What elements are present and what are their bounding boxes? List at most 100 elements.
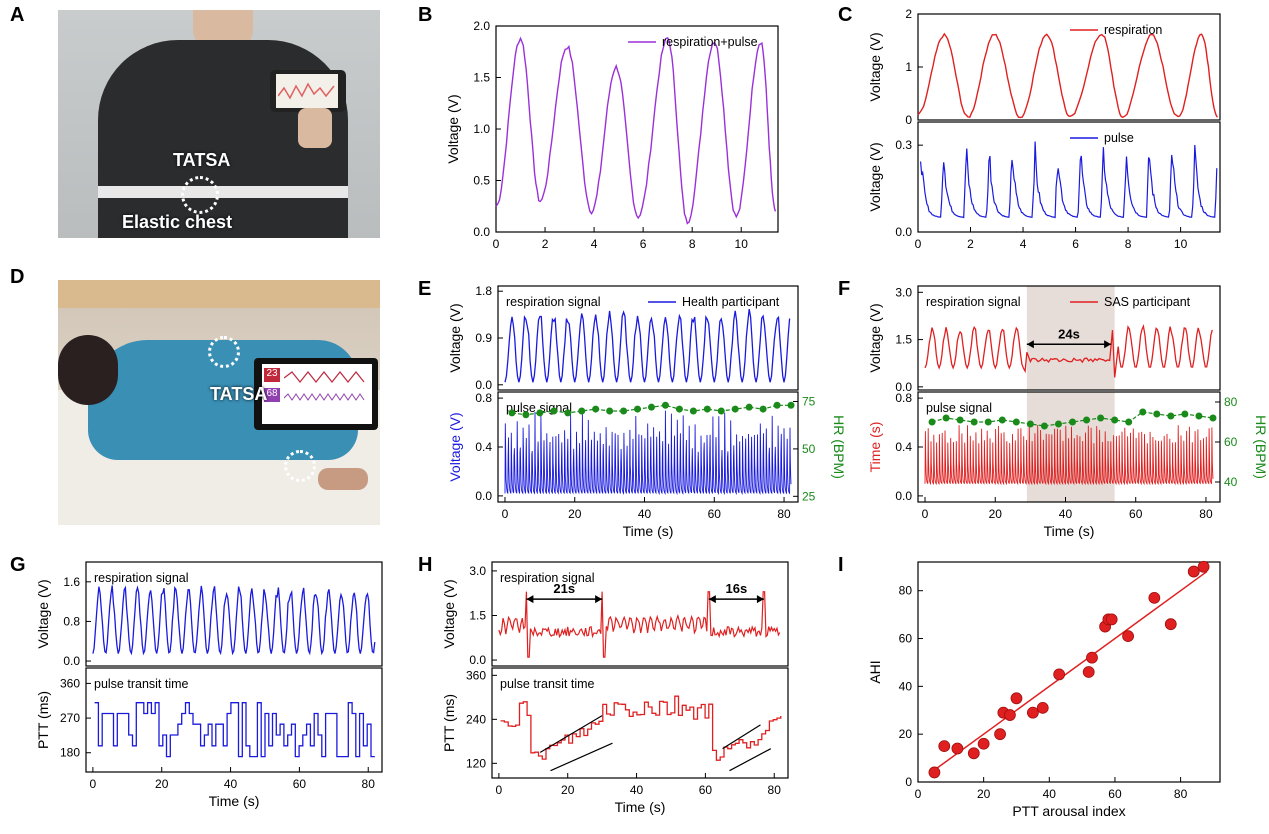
hr-point — [1111, 416, 1119, 424]
annotation: respiration signal — [500, 571, 595, 585]
hr-point — [956, 416, 964, 424]
x-tick-label: 60 — [293, 777, 307, 791]
series-line — [504, 410, 792, 496]
y2-tick-label: 60 — [1224, 435, 1238, 449]
scatter-point — [1053, 668, 1066, 681]
annotation: respiration signal — [94, 571, 189, 585]
x-tick-label: 20 — [561, 783, 575, 797]
x-tick-label: 2 — [542, 237, 549, 251]
y-tick-label: 20 — [899, 727, 913, 741]
panel-label-f: F — [838, 278, 851, 300]
scatter-point — [1187, 565, 1200, 578]
plot-frame — [917, 121, 1221, 233]
x-tick-label: 60 — [708, 507, 722, 521]
x-tick-label: 0 — [915, 787, 922, 801]
y-tick-label: 0 — [905, 113, 912, 127]
x-tick-label: 80 — [777, 507, 791, 521]
participant-head — [58, 335, 118, 405]
y-tick-label: 1.5 — [895, 333, 912, 347]
scatter-point — [938, 740, 951, 753]
series-line — [500, 695, 782, 761]
hr-point — [1097, 414, 1105, 422]
hr-point — [998, 416, 1006, 424]
annotation: pulse transit time — [94, 677, 189, 691]
y-tick-label: 0.3 — [895, 138, 912, 152]
series-line — [94, 702, 375, 758]
device-label: TATSA — [173, 150, 231, 170]
y-tick-label: 40 — [899, 679, 913, 693]
hr-point — [928, 418, 936, 426]
x-tick-label: 20 — [977, 787, 991, 801]
series-line — [917, 32, 1219, 119]
chart-B: 0.0 0.5 1.0 1.5 2.0 0 2 4 6 8 10 Voltage (V) respira… — [445, 19, 779, 251]
y-tick-label: 0.0 — [475, 378, 492, 392]
hr-point — [1083, 416, 1091, 424]
x-tick-label: 40 — [638, 507, 652, 521]
x-tick-label: 0 — [922, 507, 929, 521]
chest-device-circle — [208, 336, 240, 368]
phone — [270, 70, 346, 112]
y-tick-label: 60 — [899, 632, 913, 646]
annotation: respiration signal — [506, 295, 601, 309]
apnea-shade — [1026, 286, 1115, 390]
scatter-point — [1026, 706, 1039, 719]
y-tick-label: 240 — [466, 712, 486, 726]
hr-point — [1069, 418, 1077, 426]
chart-C1: 0 1 2 Voltage (V) respiration — [867, 7, 1221, 127]
x-tick-label: 0 — [502, 507, 509, 521]
y-axis-label: PTT (ms) — [441, 694, 457, 752]
hr-point — [970, 418, 978, 426]
scatter-point — [1105, 613, 1118, 626]
legend-label: SAS participant — [1104, 295, 1191, 309]
y-tick-label: 2 — [905, 7, 912, 21]
hr-point — [647, 403, 655, 411]
panel-label-a: A — [10, 4, 25, 26]
hr-point — [717, 407, 725, 415]
y-tick-label: 0.8 — [475, 391, 492, 405]
x-axis-label: PTT arousal index — [1012, 803, 1125, 819]
y2-tick-label: 75 — [802, 394, 816, 408]
annotation: pulse signal — [926, 401, 992, 415]
y-tick-label: 0.8 — [63, 614, 80, 628]
y2-tick-label: 25 — [802, 489, 816, 503]
y-tick-label: 360 — [466, 668, 486, 682]
hr-point — [1153, 410, 1161, 418]
x-tick-label: 20 — [155, 777, 169, 791]
hr-point — [942, 414, 950, 422]
hr-point — [536, 409, 544, 417]
y-tick-label: 1.5 — [469, 608, 486, 622]
x-tick-label: 80 — [1199, 507, 1213, 521]
x-tick-label: 80 — [362, 777, 376, 791]
scatter-point — [928, 766, 941, 779]
chart-H1: 0.0 1.5 3.0 Voltage (V) respiration signal21… — [441, 561, 789, 667]
hr-point — [508, 409, 516, 417]
y2-axis-label: HR (BPM) — [1253, 415, 1269, 479]
hr-point — [675, 405, 683, 413]
plot-frame — [491, 667, 789, 779]
panel-label-e: E — [418, 278, 432, 300]
chart-E1: 0.0 0.9 1.8 Voltage (V) respiration signal He… — [447, 284, 799, 392]
y2-tick-label: 80 — [1224, 395, 1238, 409]
chart-G1: 0.0 0.8 1.6 Voltage (V) respiration signal — [35, 561, 383, 668]
hr-point — [592, 405, 600, 413]
hr-point — [1125, 418, 1133, 426]
hr-point — [578, 407, 586, 415]
scatter-point — [1036, 701, 1049, 714]
chart-C2: 0.0 0.3 0 2 4 6 8 10 Voltage (V) pulse — [867, 121, 1221, 251]
x-tick-label: 4 — [1020, 237, 1027, 251]
y-tick-label: 0.0 — [895, 225, 912, 239]
hr-point — [1209, 414, 1217, 422]
x-tick-label: 60 — [1129, 507, 1143, 521]
scatter-point — [1148, 591, 1161, 604]
annotation: respiration signal — [926, 295, 1021, 309]
elastic-strap — [98, 186, 348, 198]
scatter-point — [977, 737, 990, 750]
hr-point — [745, 403, 753, 411]
y-tick-label: 80 — [899, 584, 913, 598]
scatter-point — [951, 742, 964, 755]
y-tick-label: 3.0 — [469, 564, 486, 578]
x-axis-label: Time (s) — [615, 799, 666, 815]
hr-point — [606, 407, 614, 415]
panel-label-h: H — [418, 554, 433, 576]
x-tick-label: 0 — [493, 237, 500, 251]
